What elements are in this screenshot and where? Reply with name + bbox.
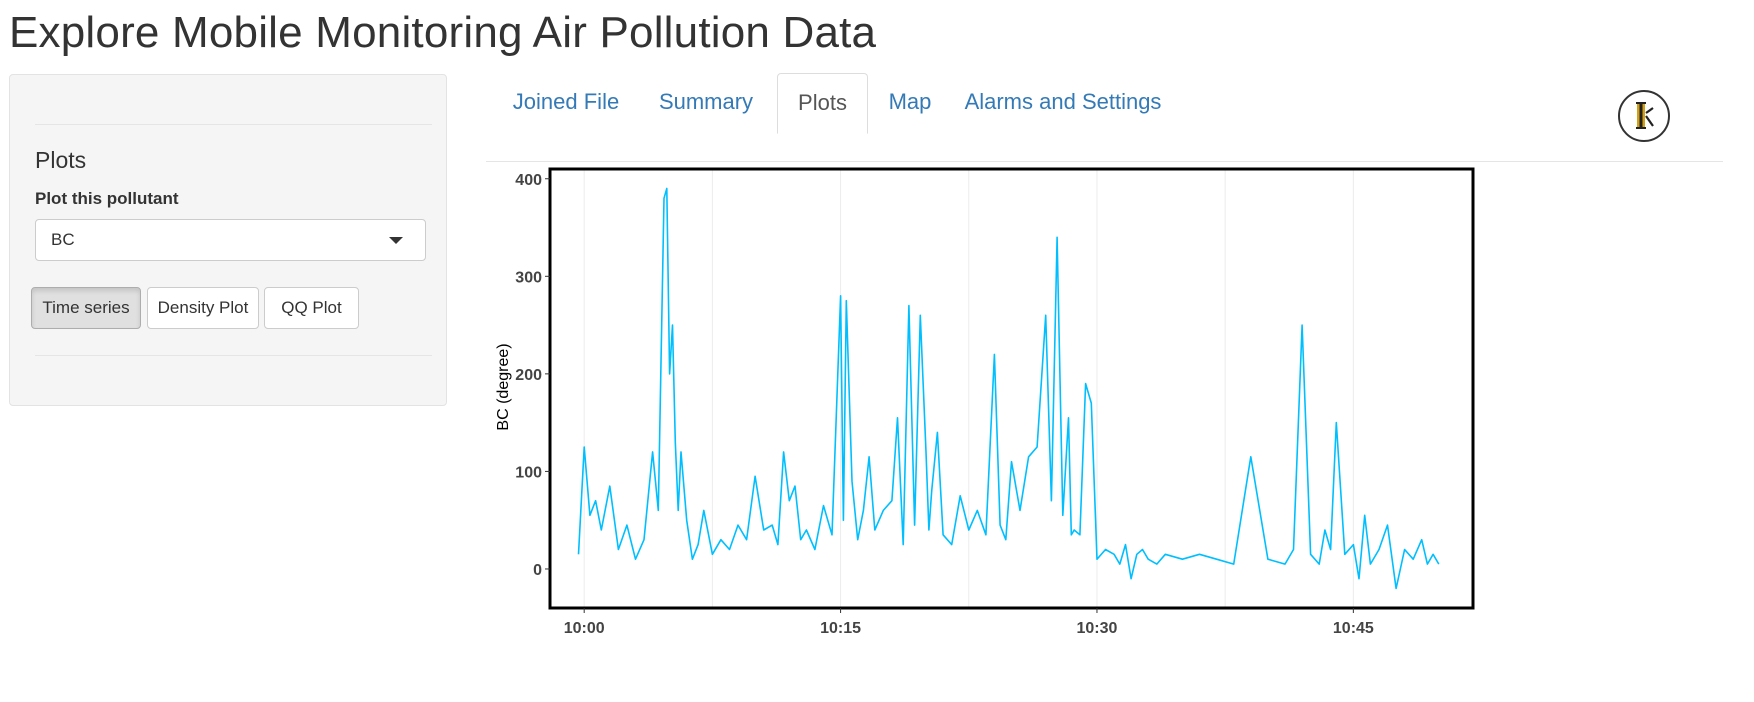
x-tick-label: 10:45 <box>1333 620 1374 637</box>
page-title: Explore Mobile Monitoring Air Pollution … <box>9 8 877 57</box>
sidebar-panel: Plots Plot this pollutant BC Time series… <box>9 74 447 406</box>
sidebar-heading: Plots <box>35 147 87 173</box>
y-axis: 0 100 200 300 400 <box>515 172 550 579</box>
tab-bar: Joined File Summary Plots Map Alarms and… <box>486 73 1723 162</box>
x-axis: 10:00 10:15 10:30 10:45 <box>564 608 1374 637</box>
pollutant-select[interactable]: BC <box>35 219 426 261</box>
chevron-down-icon <box>389 237 403 244</box>
divider <box>35 124 432 125</box>
ik-logo-icon <box>1618 90 1670 142</box>
divider <box>35 355 432 356</box>
y-tick-label: 300 <box>515 269 542 286</box>
bc-series-line <box>577 187 1440 590</box>
pollutant-select-label: Plot this pollutant <box>35 189 179 208</box>
pollutant-select-value: BC <box>51 230 75 249</box>
chart-gridlines <box>583 169 1354 608</box>
y-tick-label: 100 <box>515 464 542 481</box>
x-tick-label: 10:30 <box>1077 620 1118 637</box>
tab-alarms-and-settings[interactable]: Alarms and Settings <box>964 89 1162 114</box>
bc-time-series-chart: 0 100 200 300 400 10:00 10:15 10:30 10:45 BC (d… <box>495 167 1475 637</box>
x-tick-label: 10:00 <box>564 620 605 637</box>
y-tick-label: 200 <box>515 367 542 384</box>
x-tick-label: 10:15 <box>820 620 861 637</box>
y-tick-label: 0 <box>533 562 542 579</box>
y-tick-label: 400 <box>515 172 542 189</box>
tab-plots[interactable]: Plots <box>777 73 868 134</box>
tab-joined-file[interactable]: Joined File <box>512 89 620 114</box>
time-series-button[interactable]: Time series <box>31 287 141 329</box>
y-axis-label: BC (degree) <box>495 343 512 430</box>
tab-summary[interactable]: Summary <box>658 89 754 114</box>
plot-border <box>548 167 1475 610</box>
qq-plot-button[interactable]: QQ Plot <box>264 287 359 329</box>
density-plot-button[interactable]: Density Plot <box>147 287 259 329</box>
tab-map[interactable]: Map <box>888 89 932 114</box>
